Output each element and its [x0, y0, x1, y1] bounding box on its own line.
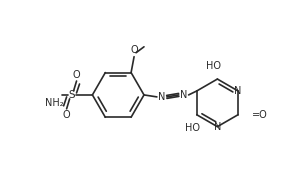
Text: N: N	[180, 90, 187, 100]
Text: N: N	[158, 92, 166, 102]
Text: HO: HO	[185, 123, 200, 133]
Text: S: S	[68, 90, 75, 100]
Text: O: O	[63, 110, 70, 120]
Text: HO: HO	[206, 61, 221, 71]
Text: O: O	[130, 45, 138, 55]
Text: =O: =O	[252, 110, 268, 120]
Text: N: N	[214, 122, 221, 132]
Text: NH₂: NH₂	[45, 98, 64, 108]
Text: O: O	[73, 70, 80, 80]
Text: N: N	[234, 86, 242, 96]
